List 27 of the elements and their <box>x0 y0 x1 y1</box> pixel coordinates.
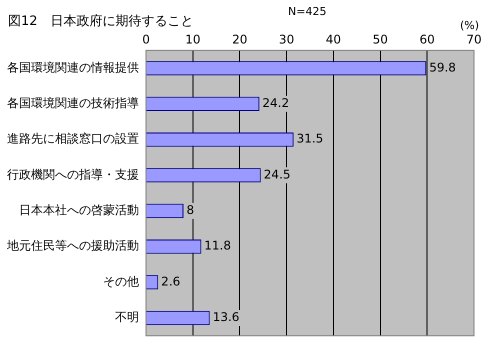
data-label: 31.5 <box>296 132 324 146</box>
data-label: 11.8 <box>204 238 232 253</box>
y-tick-label: 各国環境関連の技術指導 <box>7 96 139 110</box>
data-label: 24.5 <box>264 167 291 182</box>
y-tick-label: 行政機関への指導・支援 <box>7 167 139 182</box>
x-tick-label: 60 <box>420 32 435 46</box>
x-tick-label: 40 <box>326 32 342 46</box>
y-tick-label: 不明 <box>115 310 139 324</box>
x-tick-label: 0 <box>142 32 150 46</box>
y-tick-label: 地元住民等への援助活動 <box>6 238 139 253</box>
x-tick-label: 50 <box>372 32 388 46</box>
data-label: 59.8 <box>429 60 456 74</box>
y-tick-label: 日本本社への啓蒙活動 <box>19 203 139 218</box>
x-tick-label: 70 <box>466 32 482 46</box>
data-label: 8 <box>186 203 194 218</box>
y-tick-label: 進路先に相談窓口の設置 <box>7 132 139 146</box>
y-tick-label: 各国環境関連の情報提供 <box>7 60 139 74</box>
x-tick-label: 30 <box>278 32 294 46</box>
x-tick-label: 10 <box>185 32 200 46</box>
x-axis-title: (%) <box>460 19 480 32</box>
data-label: 24.2 <box>262 96 290 110</box>
chart-subtitle: N=425 <box>288 5 326 18</box>
data-label: 2.6 <box>161 274 180 288</box>
chart-title: 図12 日本政府に期待すること <box>8 13 194 30</box>
x-tick-label: 20 <box>232 32 248 46</box>
y-tick-label: その他 <box>103 274 139 288</box>
data-label: 13.6 <box>212 310 240 324</box>
